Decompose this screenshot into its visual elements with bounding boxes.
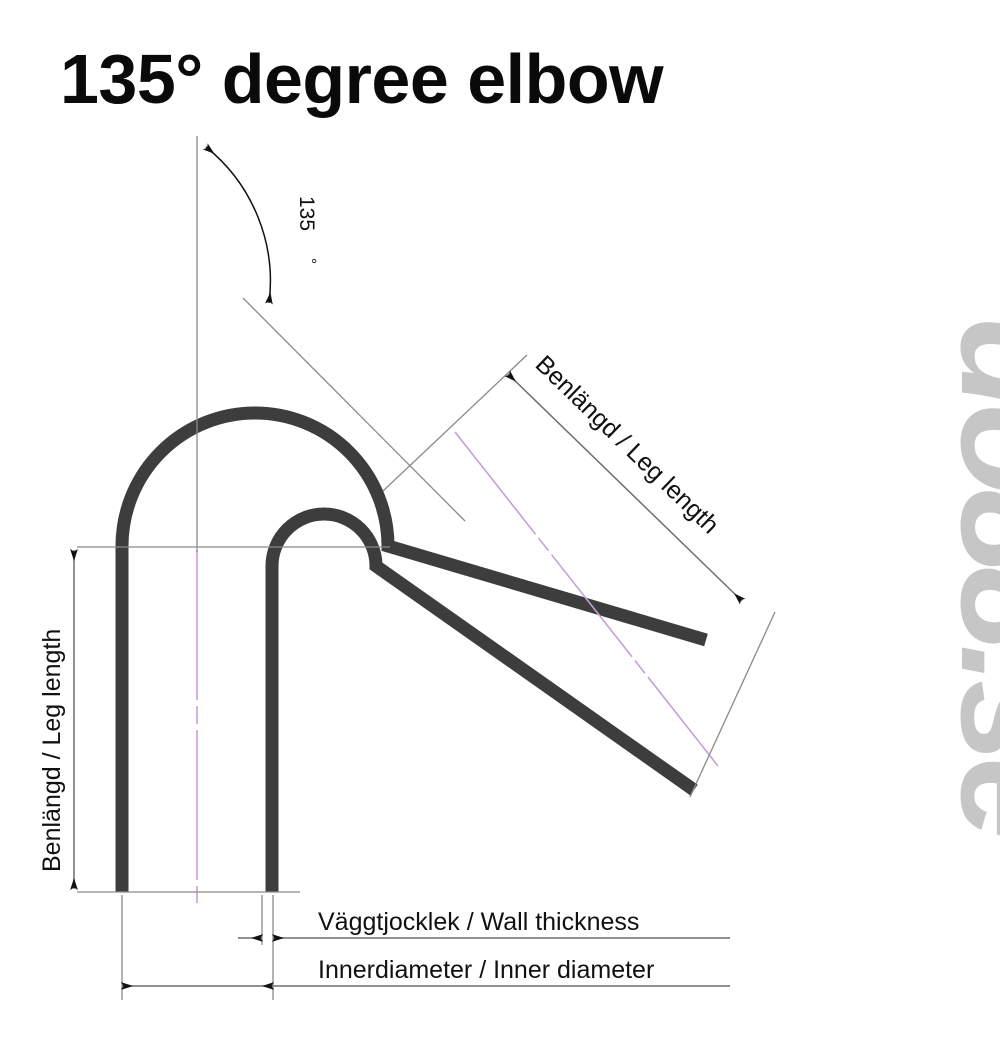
construction-lines xyxy=(77,136,776,1000)
diag-ext-end xyxy=(689,611,776,798)
inner-diameter-dimension: Innerdiameter / Inner diameter xyxy=(121,956,730,990)
angle-degree-symbol: ° xyxy=(302,258,319,264)
hose-outer-wall xyxy=(115,406,708,892)
diagonal-leg-length-label: Benlängd / Leg length xyxy=(530,350,724,539)
angle-dimension: 135 ° xyxy=(202,143,319,305)
diag-ext-start xyxy=(382,354,528,492)
wall-thickness-dimension: Väggtjocklek / Wall thickness xyxy=(238,908,730,942)
hose-body xyxy=(115,406,708,892)
diagonal-leg-dimension: Benlängd / Leg length xyxy=(504,350,746,605)
inner-diameter-label: Innerdiameter / Inner diameter xyxy=(318,956,654,984)
vertical-leg-dimension: Benlängd / Leg length xyxy=(38,549,78,890)
angle-reference-ray xyxy=(242,297,466,522)
diagonal-dimension-line xyxy=(504,370,746,605)
vertical-leg-length-label: Benlängd / Leg length xyxy=(38,629,66,872)
page-title: 135° degree elbow xyxy=(60,40,664,118)
angle-arc xyxy=(202,143,273,305)
wall-thickness-label: Väggtjocklek / Wall thickness xyxy=(318,908,639,936)
watermark-text: do88.se xyxy=(930,318,1000,837)
watermark-do88: do88.se xyxy=(930,318,1000,837)
angle-value-label: 135 xyxy=(295,196,318,231)
